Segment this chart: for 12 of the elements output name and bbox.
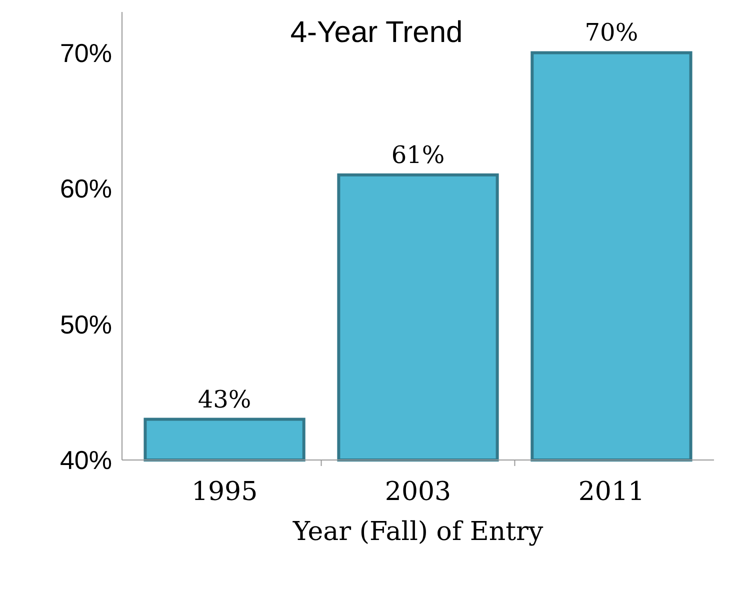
y-tick-label: 50% bbox=[60, 309, 112, 340]
y-tick-label: 40% bbox=[60, 445, 112, 476]
y-tick-label: 60% bbox=[60, 174, 112, 204]
x-axis-title: Year (Fall) of Entry bbox=[292, 517, 544, 547]
x-tick-label: 2011 bbox=[578, 477, 645, 507]
data-label: 70% bbox=[584, 18, 638, 47]
x-tick-label: 1995 bbox=[191, 477, 258, 507]
data-label: 43% bbox=[198, 385, 252, 414]
data-label: 61% bbox=[391, 140, 445, 169]
chart-title: 4-Year Trend bbox=[290, 16, 463, 49]
y-tick-label: 70% bbox=[60, 38, 112, 68]
x-tick-label: 2003 bbox=[384, 477, 452, 507]
